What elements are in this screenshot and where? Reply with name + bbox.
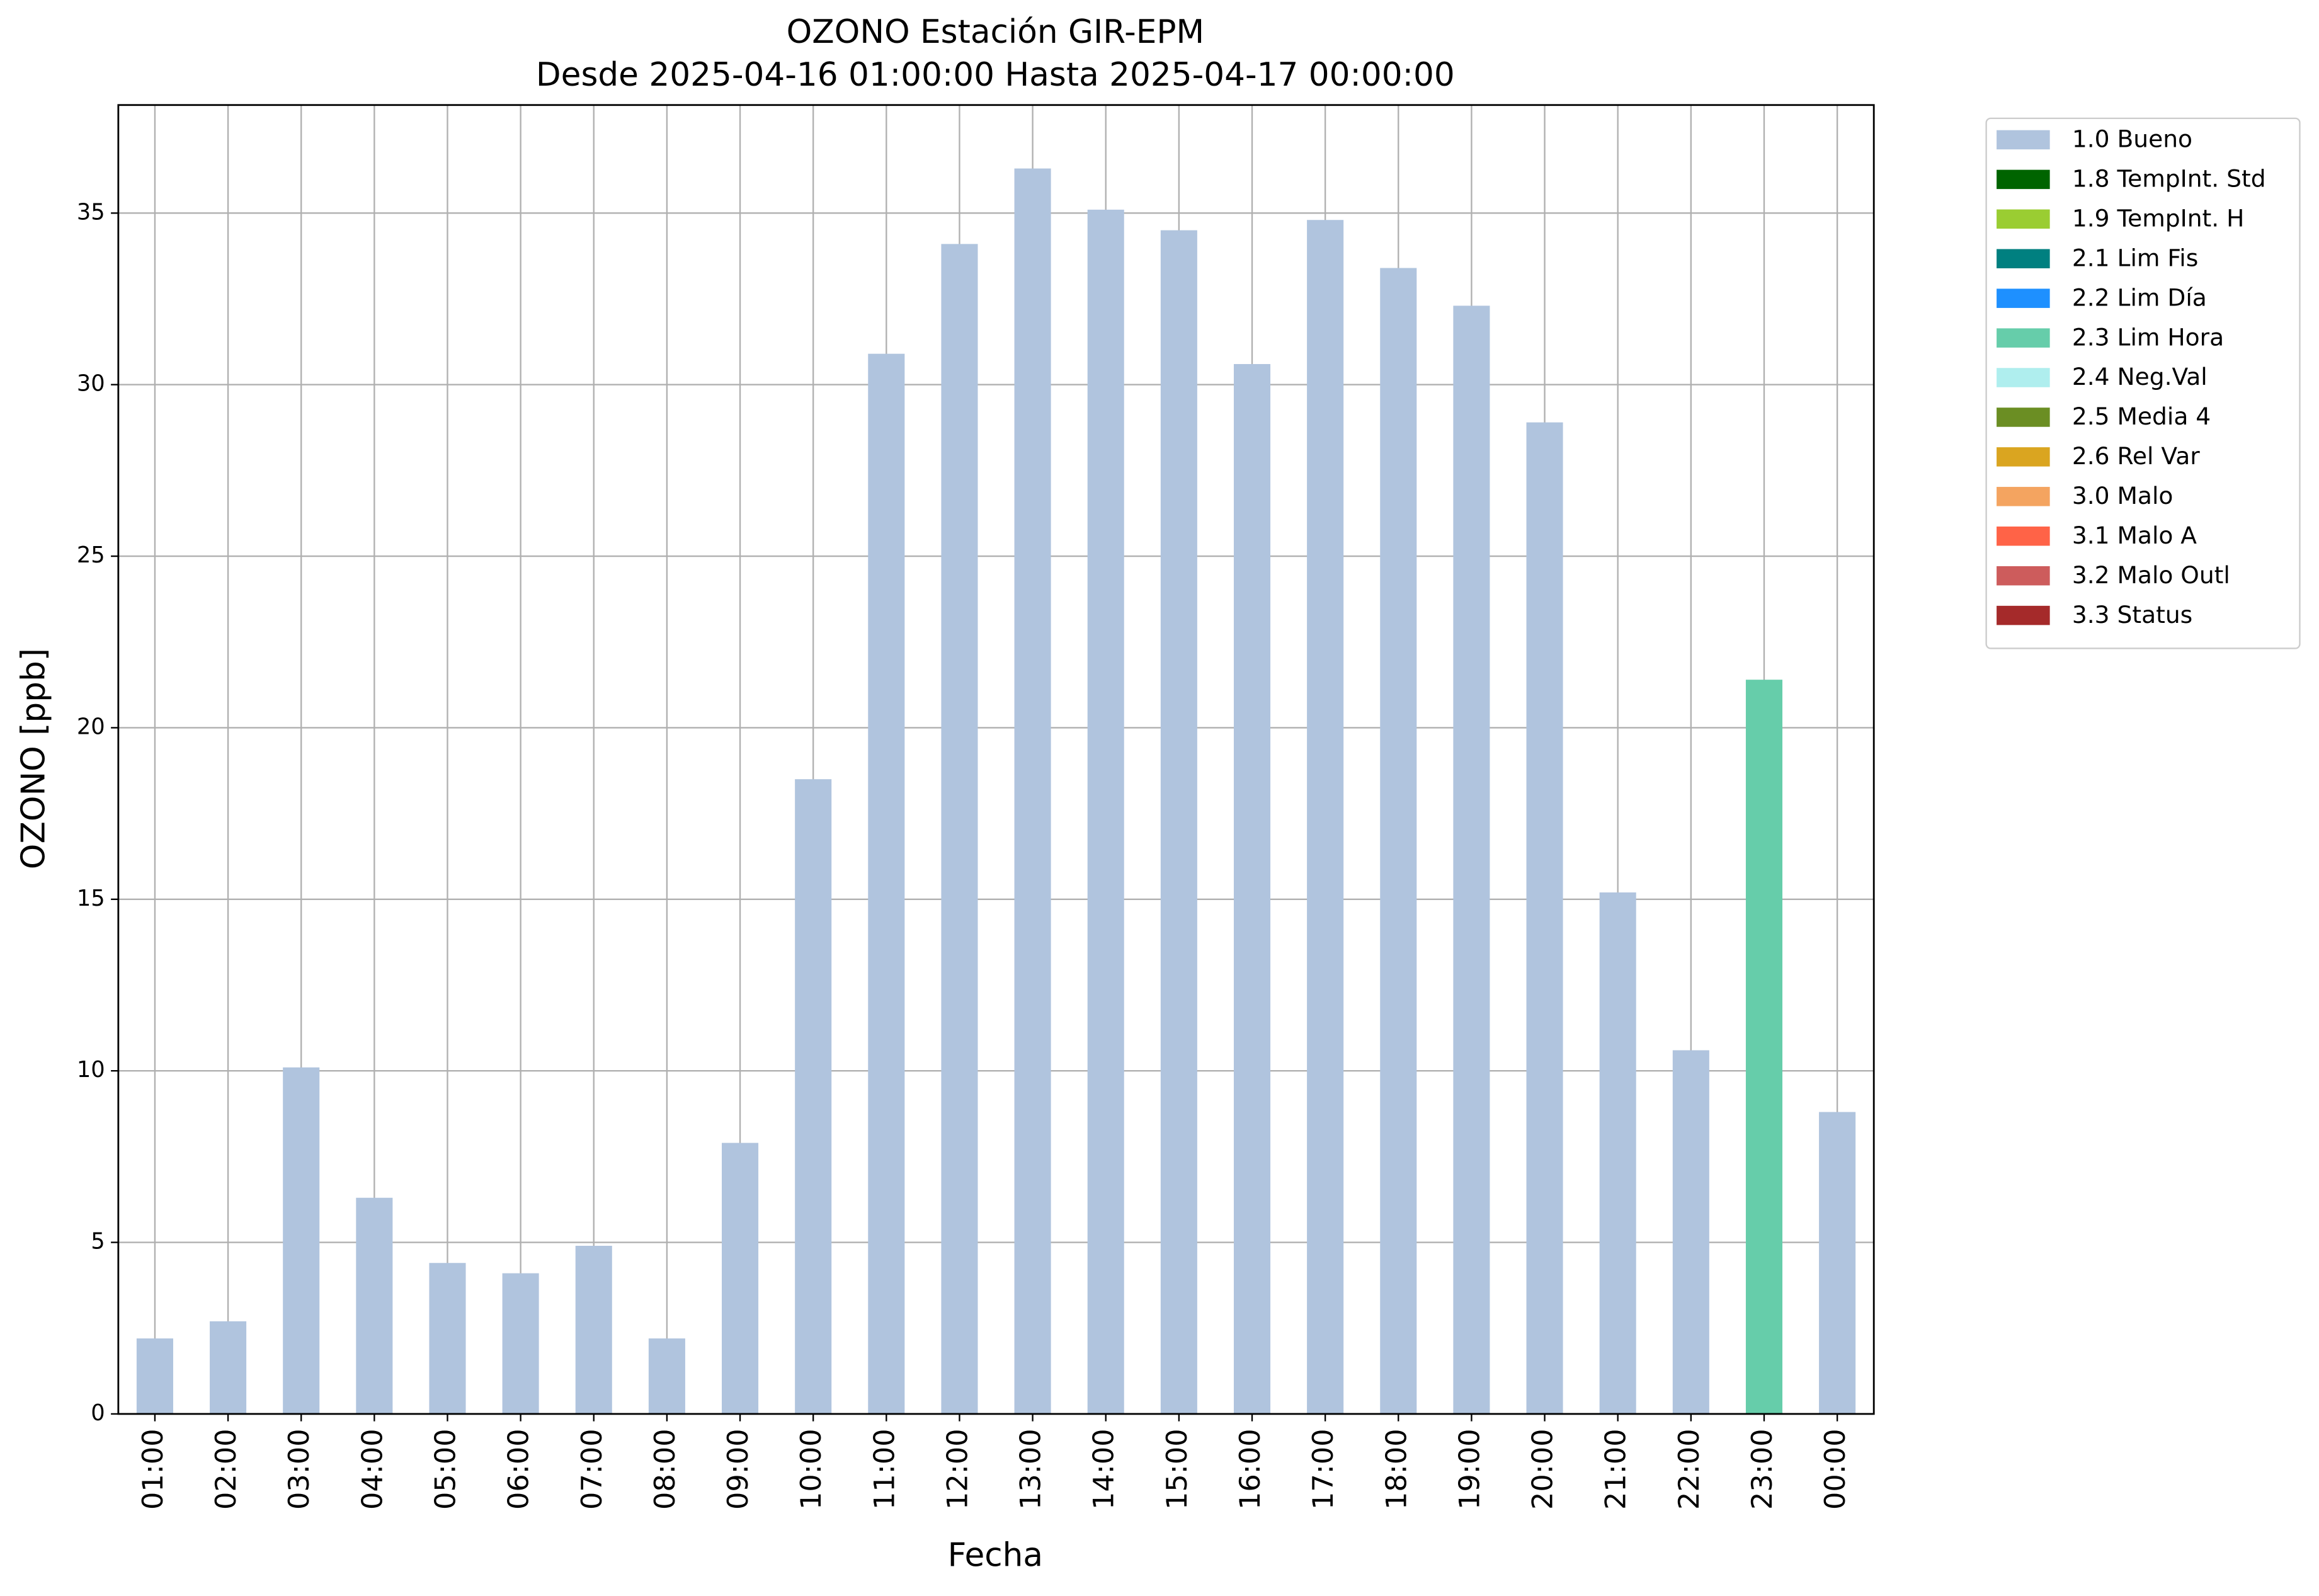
bar (429, 1263, 466, 1414)
bar (1087, 209, 1124, 1414)
legend-swatch (1997, 526, 2050, 546)
x-tick-label: 05:00 (429, 1428, 462, 1510)
legend-swatch (1997, 169, 2050, 190)
x-tick-label: 14:00 (1088, 1428, 1120, 1510)
legend-label: 1.8 TempInt. Std (2072, 165, 2266, 193)
legend-swatch (1997, 447, 2050, 467)
bar (1672, 1050, 1709, 1414)
legend-swatch (1997, 487, 2050, 506)
x-tick-label: 00:00 (1819, 1428, 1852, 1510)
x-tick-label: 08:00 (649, 1428, 681, 1510)
legend-swatch (1997, 368, 2050, 387)
bar (210, 1321, 247, 1414)
x-tick-label: 20:00 (1527, 1428, 1559, 1510)
x-tick-label: 07:00 (576, 1428, 608, 1510)
x-tick-label: 22:00 (1673, 1428, 1706, 1510)
bar (575, 1245, 612, 1414)
chart-title: OZONO Estación GIR-EPM (787, 13, 1204, 51)
bar (1160, 230, 1197, 1414)
x-tick-label: 23:00 (1746, 1428, 1779, 1510)
x-tick-label: 10:00 (795, 1428, 828, 1510)
bar (1745, 680, 1783, 1414)
x-tick-label: 15:00 (1161, 1428, 1194, 1510)
bar (941, 244, 978, 1414)
legend-label: 2.2 Lim Día (2072, 283, 2207, 311)
legend-label: 3.0 Malo (2072, 482, 2174, 510)
bar (722, 1143, 759, 1414)
y-tick-label: 15 (77, 886, 105, 911)
legend-swatch (1997, 328, 2050, 348)
legend-swatch (1997, 130, 2050, 150)
bar (283, 1067, 320, 1414)
legend-label: 2.4 Neg.Val (2072, 363, 2208, 390)
bar (1233, 364, 1271, 1414)
legend-swatch (1997, 288, 2050, 308)
legend-label: 1.0 Bueno (2072, 125, 2192, 153)
x-tick-label: 13:00 (1015, 1428, 1047, 1510)
y-tick-label: 20 (77, 714, 105, 739)
bar (1819, 1112, 1856, 1414)
legend-frame (1985, 117, 2301, 649)
plot-frame (117, 104, 1875, 1415)
legend-label: 2.6 Rel Var (2072, 442, 2200, 470)
legend-label: 2.3 Lim Hora (2072, 323, 2224, 351)
bar (1526, 422, 1563, 1414)
bar (136, 1338, 173, 1414)
legend-label: 1.9 TempInt. H (2072, 204, 2245, 232)
y-axis-label: OZONO [ppb] (14, 648, 52, 869)
legend-label: 2.5 Media 4 (2072, 402, 2211, 430)
legend-label: 3.2 Malo Outl (2072, 561, 2230, 589)
bar (648, 1338, 685, 1414)
bar (1453, 305, 1490, 1414)
legend-swatch (1997, 566, 2050, 586)
x-tick-label: 09:00 (722, 1428, 755, 1510)
y-tick-label: 35 (77, 199, 105, 225)
x-tick-label: 11:00 (868, 1428, 901, 1510)
y-tick-label: 30 (77, 371, 105, 397)
x-axis-label: Fecha (948, 1537, 1043, 1575)
bar (502, 1273, 539, 1414)
legend-swatch (1997, 605, 2050, 625)
chart-subtitle: Desde 2025-04-16 01:00:00 Hasta 2025-04-… (536, 56, 1455, 94)
legend-label: 2.1 Lim Fis (2072, 244, 2198, 271)
bar (795, 779, 832, 1414)
x-tick-label: 21:00 (1600, 1428, 1632, 1510)
y-tick-label: 5 (91, 1229, 105, 1255)
x-tick-label: 02:00 (210, 1428, 242, 1510)
x-tick-label: 17:00 (1307, 1428, 1340, 1510)
legend-swatch (1997, 209, 2050, 229)
bar (868, 353, 905, 1414)
x-tick-label: 18:00 (1380, 1428, 1413, 1510)
legend-swatch (1997, 408, 2050, 427)
bar (1307, 220, 1344, 1414)
legend-label: 3.1 Malo A (2072, 522, 2197, 549)
x-tick-label: 04:00 (356, 1428, 389, 1510)
y-tick-label: 10 (77, 1057, 105, 1083)
x-tick-label: 16:00 (1234, 1428, 1267, 1510)
legend-swatch (1997, 249, 2050, 268)
bar (1599, 892, 1636, 1414)
x-tick-label: 03:00 (283, 1428, 316, 1510)
bars (136, 168, 1856, 1414)
axes: 0 5 10 15 20 25 30 35 01:00 02:00 03:00 04:00 05:00 0… (77, 104, 1875, 1510)
x-tick-label: 01:00 (137, 1428, 169, 1510)
bar (1014, 168, 1051, 1414)
bar (356, 1197, 393, 1414)
y-tick-label: 0 (91, 1400, 105, 1426)
legend: 1.0 Bueno 1.8 TempInt. Std 1.9 TempInt. H 2… (1985, 117, 2301, 649)
x-tick-label: 06:00 (503, 1428, 535, 1510)
x-tick-label: 19:00 (1453, 1428, 1486, 1510)
legend-label: 3.3 Status (2072, 601, 2192, 629)
y-tick-label: 25 (77, 542, 105, 568)
bar (1380, 268, 1417, 1414)
x-tick-label: 12:00 (941, 1428, 974, 1510)
